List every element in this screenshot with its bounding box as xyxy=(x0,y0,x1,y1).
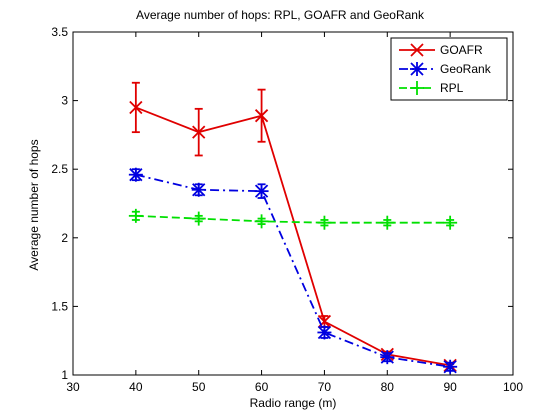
y-axis-label: Average number of hops xyxy=(27,139,41,271)
data-point xyxy=(191,211,206,226)
x-tick-label: 90 xyxy=(443,380,457,394)
data-point xyxy=(254,214,269,229)
legend-label: GOAFR xyxy=(440,43,483,57)
data-point xyxy=(254,184,269,199)
data-point xyxy=(191,182,206,197)
marker-stroke xyxy=(192,125,206,139)
chart-title: Average number of hops: RPL, GOAFR and G… xyxy=(136,8,424,22)
x-tick-label: 100 xyxy=(503,380,523,394)
legend-item-goafr: GOAFR xyxy=(399,43,483,57)
x-axis-label: Radio range (m) xyxy=(249,396,337,410)
x-tick-label: 60 xyxy=(255,380,269,394)
y-tick-label: 3 xyxy=(61,94,68,108)
legend: GOAFR GeoRank RPL xyxy=(390,37,508,101)
legend-item-georank: GeoRank xyxy=(399,62,492,76)
series-rpl xyxy=(128,208,458,230)
series-georank xyxy=(128,167,458,374)
marker-stroke xyxy=(254,109,269,123)
data-point xyxy=(192,125,206,139)
x-tick-label: 50 xyxy=(192,380,206,394)
data-point xyxy=(317,325,332,340)
x-tick-label: 30 xyxy=(66,380,80,394)
data-point xyxy=(443,359,458,374)
y-tick-label: 1 xyxy=(61,368,68,382)
data-point xyxy=(128,208,143,223)
legend-item-rpl: RPL xyxy=(399,81,464,95)
x-tick-label: 40 xyxy=(129,380,143,394)
data-point xyxy=(128,167,143,182)
series-line xyxy=(135,214,451,224)
y-tick-label: 2.5 xyxy=(51,162,68,176)
data-point xyxy=(380,350,395,365)
data-point xyxy=(254,109,269,123)
series-line xyxy=(135,106,451,367)
data-point xyxy=(380,215,395,230)
marker-stroke xyxy=(129,100,143,115)
series-line xyxy=(135,173,451,368)
data-point xyxy=(129,100,143,115)
y-tick-label: 2 xyxy=(61,231,68,245)
legend-label: RPL xyxy=(440,81,464,95)
data-point xyxy=(317,215,332,230)
x-tick-label: 70 xyxy=(318,380,332,394)
legend-label: GeoRank xyxy=(440,62,492,76)
marker-stroke xyxy=(410,43,424,57)
x-tick-label: 80 xyxy=(381,380,395,394)
y-tick-label: 1.5 xyxy=(51,299,68,313)
data-point xyxy=(443,215,458,230)
y-tick-label: 3.5 xyxy=(51,25,68,39)
